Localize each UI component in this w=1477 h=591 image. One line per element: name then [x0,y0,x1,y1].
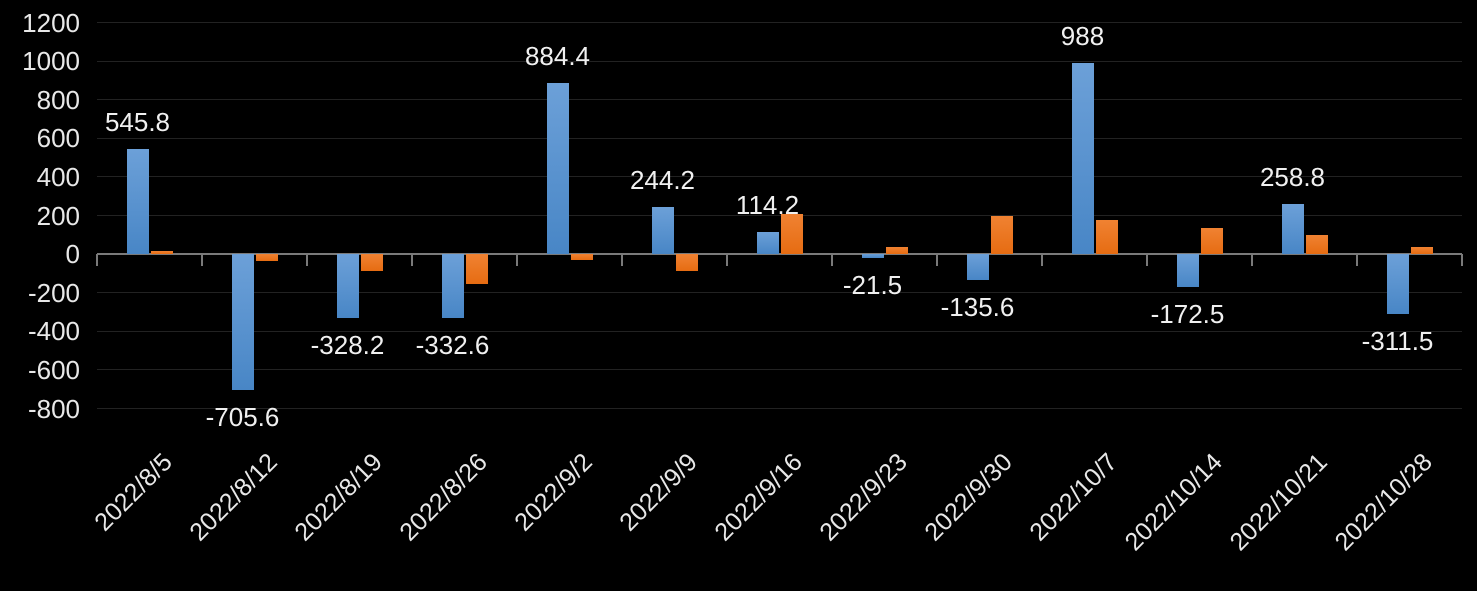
y-axis-tick-label: -400 [27,316,80,347]
gridline [97,22,1462,23]
bar-orange-series [1095,220,1118,255]
y-axis-tick-label: 800 [36,84,80,115]
y-axis-tick-label: 200 [36,200,80,231]
x-axis-tick [1251,254,1253,267]
gridline [97,215,1462,217]
y-axis-tick-label: 1200 [22,7,80,38]
x-axis-tick [201,254,203,267]
x-axis-tick [1041,254,1043,267]
y-axis-tick-label: -200 [27,277,80,308]
bar-blue-series [231,254,254,391]
bar-blue-series [126,148,149,255]
data-label: 988 [1060,21,1105,52]
bar-blue-series [966,254,989,281]
bar-blue-series [1071,63,1094,255]
bar-blue-series [1386,254,1409,315]
bar-orange-series [1305,234,1328,255]
bar-blue-series [651,207,674,255]
bar-blue-series [861,254,884,259]
gridline [97,137,1462,139]
bar-blue-series [336,254,359,318]
bar-blue-series [441,254,464,319]
y-axis-tick-label: -800 [27,393,80,424]
data-label: -21.5 [842,270,903,301]
gridline [97,369,1462,371]
x-axis-tick [306,254,308,267]
data-label: -332.6 [415,330,490,361]
bar-blue-series [756,232,779,255]
x-axis-tick [831,254,833,267]
bar-orange-series [675,254,698,272]
data-label: -172.5 [1150,299,1225,330]
x-axis-tick [1461,254,1463,267]
bar-blue-series [1176,254,1199,288]
x-axis-tick [516,254,518,267]
data-label: 258.8 [1259,162,1326,193]
y-axis-tick-label: 400 [36,161,80,192]
x-axis-tick [1356,254,1358,267]
x-axis-tick [621,254,623,267]
gridline [97,99,1462,101]
bar-orange-series [150,251,173,255]
x-axis-tick [726,254,728,267]
gridline [97,60,1462,62]
data-label: 114.2 [735,190,800,221]
bar-orange-series [255,254,278,262]
data-label: -311.5 [1361,326,1434,357]
bar-orange-series [885,247,908,255]
data-label: 884.4 [524,41,591,72]
gridline [97,408,1462,410]
gridline [97,176,1462,178]
gridline [97,292,1462,294]
bar-orange-series [1410,247,1433,255]
data-label: -705.6 [205,402,280,433]
y-axis-tick-label: 0 [65,239,80,270]
data-label: -135.6 [940,292,1015,323]
data-label: 545.8 [104,106,171,137]
x-axis-tick [1146,254,1148,267]
bar-blue-series [1281,204,1304,255]
data-label: -328.2 [310,329,385,360]
bar-orange-series [1200,228,1223,255]
y-axis-tick-label: -600 [27,354,80,385]
bar-orange-series [465,254,488,285]
gridline [97,330,1462,332]
x-axis-line [97,253,1462,256]
y-axis-tick-label: 1000 [22,46,80,77]
x-axis-tick [936,254,938,267]
bar-orange-series [570,254,593,260]
x-axis-tick [96,254,98,267]
bar-blue-series [546,83,569,255]
bar-orange-series [360,254,383,271]
y-axis-tick-label: 600 [36,123,80,154]
bar-orange-series [780,213,803,255]
data-label: 244.2 [629,165,696,196]
bar-orange-series [990,215,1013,255]
x-axis-tick [411,254,413,267]
